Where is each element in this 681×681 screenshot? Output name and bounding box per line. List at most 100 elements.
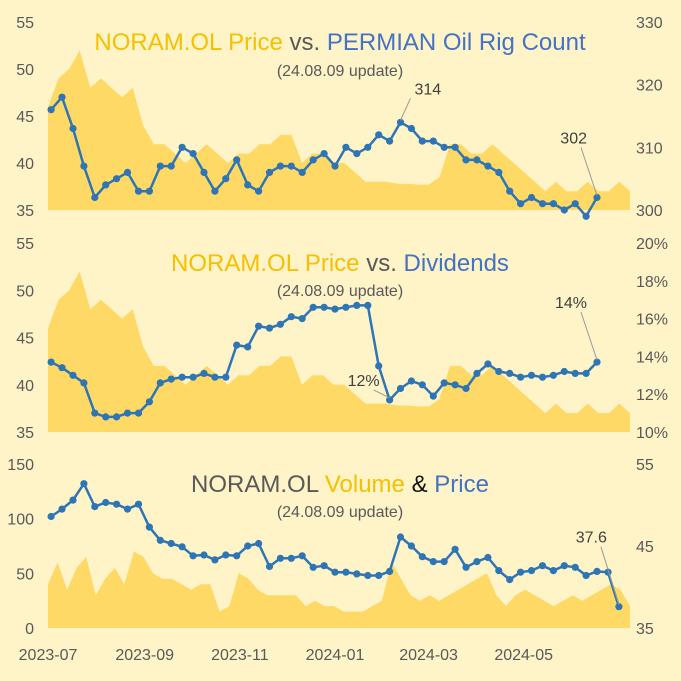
data-point <box>80 480 88 488</box>
data-point <box>309 156 317 164</box>
data-point <box>495 567 503 575</box>
panel-rig-count: 55 50 45 40 35 330 320 310 300 NORAM.OL Price vs.… <box>16 15 663 220</box>
data-point <box>123 409 132 417</box>
data-point <box>593 358 601 366</box>
data-point <box>331 568 339 576</box>
data-point <box>189 552 197 560</box>
data-point <box>538 200 547 208</box>
data-point <box>178 143 186 151</box>
data-point <box>386 567 394 576</box>
data-point <box>69 371 77 379</box>
data-point <box>473 156 481 164</box>
annotation-label: 314 <box>415 81 442 98</box>
chart-subtitle: (24.08.09 update) <box>277 504 403 521</box>
title-part: & <box>405 471 434 498</box>
data-point <box>244 343 252 351</box>
data-point <box>364 301 372 309</box>
data-point <box>265 324 274 332</box>
data-point <box>287 162 295 170</box>
data-point <box>145 398 153 406</box>
data-point <box>407 124 415 133</box>
data-point <box>440 379 448 387</box>
data-point <box>309 563 317 571</box>
data-point <box>244 181 252 189</box>
data-point <box>189 373 197 381</box>
data-point <box>560 206 568 214</box>
title-part: vs. <box>283 29 327 56</box>
data-point <box>582 212 590 220</box>
y-left-tick-label: 55 <box>16 236 34 253</box>
y-left-tick-label: 40 <box>16 156 34 173</box>
x-axis: 2023-07 2023-09 2023-11 2024-01 2024-03 2024-… <box>19 647 554 664</box>
x-tick-label: 2023-09 <box>115 647 174 664</box>
data-point <box>418 553 426 561</box>
data-point <box>167 539 175 548</box>
chart-title: NORAM.OL Volume & Price <box>191 471 489 498</box>
data-point <box>353 150 361 158</box>
data-point <box>113 175 121 183</box>
data-point <box>527 371 536 379</box>
annotation-leader <box>400 98 411 121</box>
data-point <box>429 558 437 566</box>
title-part: NORAM.OL Price <box>94 29 282 56</box>
data-point <box>549 200 558 208</box>
data-point <box>582 369 590 377</box>
data-point <box>200 551 208 559</box>
title-part: Dividends <box>404 250 509 277</box>
data-point <box>58 364 66 372</box>
data-point <box>429 137 437 145</box>
title-part: NORAM.OL Price <box>171 250 359 277</box>
annotation-label: 14% <box>555 295 587 312</box>
y-left-tick-label: 40 <box>16 378 34 395</box>
data-point <box>484 162 492 170</box>
data-point <box>156 536 164 544</box>
data-point <box>593 193 601 202</box>
data-point <box>134 187 143 195</box>
data-point <box>80 162 88 170</box>
title-part: PERMIAN Oil Rig Count <box>327 29 586 56</box>
data-point <box>233 156 241 164</box>
y-right-tick-label: 45 <box>636 539 654 556</box>
data-point <box>255 539 263 548</box>
data-point <box>440 143 448 151</box>
data-point <box>462 563 470 571</box>
price-area-fill <box>48 271 630 432</box>
annotation-label: 302 <box>560 131 587 148</box>
y-right-tick-label: 310 <box>636 140 663 157</box>
data-point <box>58 93 66 101</box>
data-point <box>484 360 492 368</box>
annotation-leader <box>600 546 620 605</box>
data-point <box>145 523 153 531</box>
data-point <box>506 369 514 377</box>
data-point <box>276 162 284 170</box>
data-point <box>462 156 470 164</box>
data-point <box>571 563 579 571</box>
data-point <box>123 168 132 176</box>
data-point <box>517 373 525 381</box>
data-point <box>265 562 274 571</box>
y-right-tick-label: 330 <box>636 15 663 32</box>
data-point <box>69 496 77 504</box>
y-right-tick-label: 18% <box>636 274 668 291</box>
title-part: NORAM.OL <box>191 471 325 498</box>
y-right-tick-label: 10% <box>636 425 668 442</box>
y-right-tick-label: 20% <box>636 236 668 253</box>
price-area-fill <box>48 50 630 211</box>
data-point <box>451 381 459 389</box>
data-point <box>386 137 394 145</box>
data-point <box>113 413 121 421</box>
data-point <box>560 562 568 570</box>
data-point <box>287 313 295 321</box>
data-point <box>178 373 186 381</box>
y-right-tick-label: 35 <box>636 621 654 638</box>
data-point <box>527 567 536 575</box>
data-point <box>320 562 328 570</box>
x-tick-label: 2024-05 <box>494 647 553 664</box>
data-point <box>244 542 252 550</box>
data-point <box>233 341 241 349</box>
y-left-tick-label: 45 <box>16 331 34 348</box>
y-left-tick-label: 35 <box>16 425 34 442</box>
data-point <box>211 187 219 195</box>
